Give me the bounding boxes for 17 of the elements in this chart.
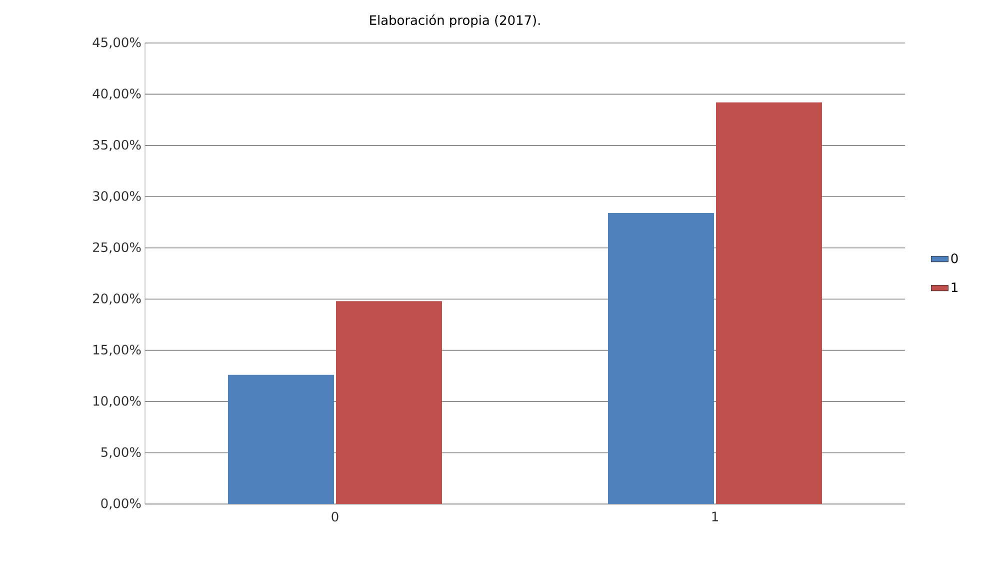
y-tick-label: 15,00%	[94, 344, 141, 356]
y-tick-label: 35,00%	[93, 140, 141, 151]
y-tick-label: 5,00%	[101, 447, 141, 458]
bar	[716, 102, 822, 504]
y-tick-label: 20,00%	[93, 294, 141, 305]
legend-label: 0	[951, 253, 958, 264]
y-tick-label: 25,00%	[93, 242, 141, 254]
legend-label: 1	[952, 282, 958, 292]
bar	[608, 213, 714, 504]
y-tick-label: 0,00%	[101, 498, 141, 510]
y-tick-label: 30,00%	[93, 191, 141, 202]
y-tick-label: 40,00%	[92, 88, 141, 100]
bar	[228, 374, 334, 504]
bar	[336, 301, 442, 504]
y-tick-label: 10,00%	[94, 396, 141, 408]
y-tick-label: 45,00%	[92, 37, 141, 49]
text: Elaboración propia (2017).	[370, 14, 540, 28]
